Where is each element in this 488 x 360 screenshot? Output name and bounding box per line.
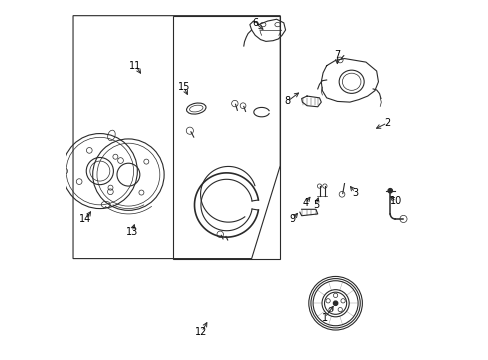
Text: 13: 13 <box>125 227 138 237</box>
Text: 14: 14 <box>79 214 91 224</box>
Bar <box>173 16 280 258</box>
Circle shape <box>333 301 337 305</box>
Text: 8: 8 <box>284 96 290 107</box>
Text: 10: 10 <box>389 197 402 206</box>
Text: 3: 3 <box>351 188 358 198</box>
Text: 2: 2 <box>384 118 390 128</box>
Text: 5: 5 <box>312 200 318 210</box>
Circle shape <box>387 189 391 193</box>
Text: 4: 4 <box>302 198 307 208</box>
Text: 9: 9 <box>289 214 295 224</box>
Text: 12: 12 <box>195 327 207 337</box>
Text: 7: 7 <box>334 50 340 60</box>
Text: 6: 6 <box>252 18 258 28</box>
Text: 11: 11 <box>129 61 142 71</box>
Text: 1: 1 <box>321 312 327 323</box>
Text: 15: 15 <box>177 82 189 92</box>
